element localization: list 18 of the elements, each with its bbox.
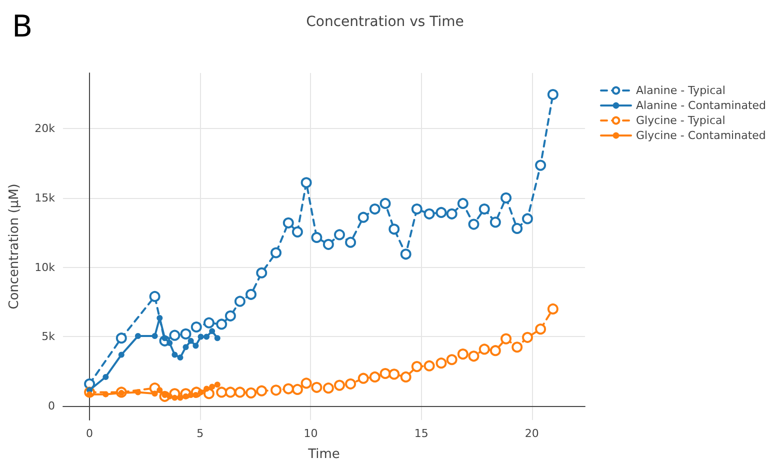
y-tick-label: 20k: [34, 122, 56, 136]
y-axis-title: Concentration (µM): [7, 184, 22, 310]
text: B: [12, 10, 33, 44]
y-tick-label: 15k: [34, 191, 56, 204]
chart-title: Concentration vs Time: [306, 14, 464, 30]
x-tick-label: 10: [304, 427, 318, 440]
x-tick-label: 0: [86, 427, 94, 440]
legend-label: Alanine - Typical: [636, 84, 726, 97]
x-tick-label: 15: [414, 427, 428, 440]
x-axis-title: Time: [307, 447, 340, 462]
y-tick-label: 5k: [42, 330, 56, 344]
y-tick-label: 10k: [34, 260, 56, 274]
legend-label: Alanine - Contaminated: [636, 99, 766, 112]
y-tick-label: 0: [48, 400, 55, 413]
x-tick-label: 20: [524, 427, 539, 440]
x-tick-label: 5: [196, 427, 204, 440]
legend-label: Glycine - Typical: [636, 114, 726, 127]
legend-label: Glycine - Contaminated: [636, 129, 766, 142]
